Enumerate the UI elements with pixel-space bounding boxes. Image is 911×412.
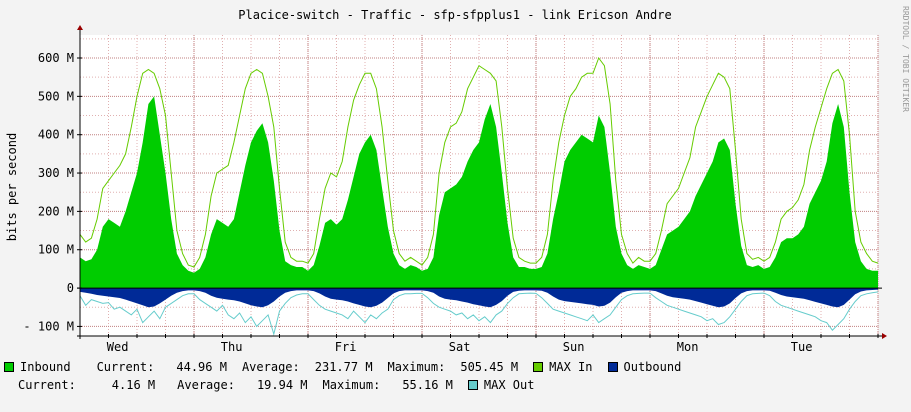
outbound-maximum-label: Maximum: [322, 378, 381, 392]
x-tick-label: Tue [791, 340, 813, 354]
series-max-out-line [79, 291, 879, 337]
outbound-legend-name: Outbound [623, 360, 682, 374]
x-tick-label: Mon [677, 340, 699, 354]
legend-row-inbound: Inbound Current: 44.96 M Average: 231.77 M Ma… [4, 358, 681, 376]
traffic-chart: Placice-switch - Traffic - sfp-sfpplus1 … [5, 6, 910, 354]
y-axis-label: bits per second [5, 133, 19, 241]
rrdtool-watermark: RRDTOOL / TOBI OETIKER [901, 6, 910, 112]
outbound-average-label: Average: [177, 378, 235, 392]
x-axis-arrow [882, 333, 887, 339]
inbound-maximum-label: Maximum: [387, 360, 446, 374]
axes [77, 25, 887, 339]
inbound-legend-name: Inbound [20, 360, 71, 374]
y-tick-label: 100 M [38, 243, 74, 257]
y-tick-label: 500 M [38, 89, 74, 103]
inbound-current-label: Current: [96, 360, 155, 374]
x-tick-label: Wed [107, 340, 129, 354]
inbound-maximum-value: 505.45 M [460, 360, 519, 374]
outbound-current-value: 4.16 M [111, 378, 156, 392]
inbound-swatch [4, 362, 14, 372]
legend-row-outbound: Current: 4.16 M Average: 19.94 M Maximum: 55.… [18, 376, 534, 394]
series-inbound-area [80, 96, 878, 289]
outbound-average-value: 19.94 M [256, 378, 308, 392]
series-layer [79, 56, 879, 337]
y-tick-label: - 100 M [23, 319, 74, 333]
inbound-average-label: Average: [241, 360, 300, 374]
x-tick-labels: Wed Thu Fri Sat Sun Mon Tue [107, 340, 813, 354]
series-outbound-area [80, 288, 878, 308]
outbound-maximum-value: 55.16 M [402, 378, 453, 392]
x-tick-label: Sat [449, 340, 471, 354]
max-in-legend-name: MAX In [549, 360, 593, 374]
y-tick-label: 600 M [38, 51, 74, 65]
y-tick-label: 200 M [38, 204, 74, 218]
x-tick-label: Sun [563, 340, 585, 354]
max-in-swatch [533, 362, 544, 372]
y-axis-arrow [77, 25, 83, 30]
series-max-in-line [79, 56, 879, 268]
legend: Inbound Current: 44.96 M Average: 231.77 M Ma… [0, 358, 911, 412]
outbound-swatch [607, 362, 618, 372]
x-tick-label: Thu [221, 340, 243, 354]
inbound-average-value: 231.77 M [314, 360, 373, 374]
x-tick-label: Fri [335, 340, 357, 354]
max-out-legend-name: MAX Out [483, 378, 535, 392]
y-tick-labels: - 100 M 0 100 M 200 M 300 M 400 M 500 M 600 M [23, 51, 74, 333]
y-tick-label: 400 M [38, 128, 74, 142]
outbound-current-label: Current: [18, 378, 76, 392]
y-tick-label: 300 M [38, 166, 74, 180]
inbound-current-value: 44.96 M [176, 360, 227, 374]
chart-title: Placice-switch - Traffic - sfp-sfpplus1 … [238, 8, 671, 22]
max-out-swatch [467, 380, 478, 390]
y-tick-label: 0 [67, 281, 74, 295]
